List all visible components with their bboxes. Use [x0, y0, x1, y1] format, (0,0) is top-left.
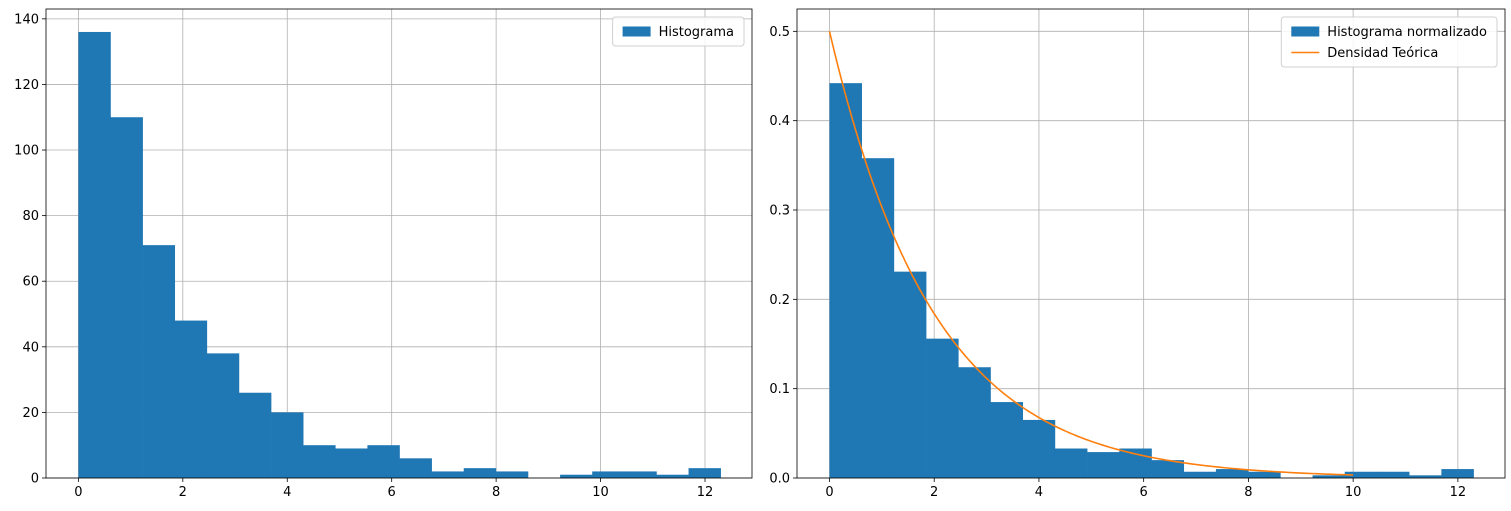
histogram-bar	[861, 158, 895, 478]
histogram-bar	[592, 471, 625, 478]
histogram-bar	[1409, 475, 1442, 478]
y-tick-label: 0.2	[769, 293, 790, 308]
x-tick-label: 10	[592, 485, 609, 500]
histogram-bar	[560, 474, 593, 478]
axes-frame	[796, 8, 1506, 479]
histogram-bar	[206, 353, 240, 478]
y-tick-label: 0.3	[769, 204, 790, 219]
histogram-bar	[303, 445, 336, 478]
histogram-bar	[174, 320, 208, 478]
histogram-bar	[431, 471, 465, 478]
histogram-bar	[990, 402, 1024, 478]
y-tick-label: 0.1	[769, 382, 790, 397]
histogram-bar	[271, 412, 304, 478]
legend-box	[1280, 16, 1498, 68]
y-tick-label: 0	[31, 472, 39, 487]
y-tick-label: 60	[22, 275, 39, 290]
ticks: 0 2 4 6 8 10 12 0.0 0.1 0.2 0.3 0.4 0.5	[769, 25, 1466, 500]
legend-label: Histograma	[659, 25, 734, 40]
x-tick-label: 8	[1244, 485, 1252, 500]
x-tick-label: 4	[283, 485, 291, 500]
axes-frame	[45, 8, 753, 479]
histogram-bar	[495, 471, 529, 478]
histogram-bar	[463, 468, 497, 478]
x-tick-label: 12	[1450, 485, 1467, 500]
normalized-histogram-chart: 0 2 4 6 8 10 12 0.0 0.1 0.2 0.3 0.4 0.5 Histograma n…	[769, 8, 1506, 500]
histogram-bar	[335, 448, 368, 478]
legend-bar-swatch	[1291, 26, 1320, 37]
histogram-bar	[1248, 471, 1281, 478]
x-tick-label: 4	[1035, 485, 1043, 500]
y-tick-label: 120	[14, 78, 39, 93]
x-tick-label: 10	[1345, 485, 1362, 500]
histogram-bar	[367, 445, 400, 478]
x-tick-label: 2	[179, 485, 187, 500]
y-tick-label: 100	[14, 144, 39, 159]
x-tick-label: 6	[1140, 485, 1148, 500]
histogram-bar	[110, 117, 143, 478]
histogram-bar	[238, 392, 272, 478]
y-tick-label: 80	[22, 209, 39, 224]
histogram-bar	[142, 245, 176, 478]
x-tick-label: 8	[492, 485, 500, 500]
histogram-bar	[1151, 460, 1185, 478]
histogram-bar	[688, 468, 721, 478]
legend-label: Histograma normalizado	[1327, 25, 1487, 40]
y-tick-label: 0.4	[769, 114, 790, 129]
histogram-bar	[1022, 419, 1056, 478]
x-tick-label: 6	[388, 485, 396, 500]
histogram-bar	[1119, 448, 1152, 478]
histogram-bar	[893, 271, 927, 478]
y-tick-label: 140	[14, 12, 39, 27]
x-tick-label: 0	[74, 485, 82, 500]
histogram-bar	[399, 458, 432, 478]
histogram-bar	[1312, 475, 1346, 478]
legend-box	[612, 16, 745, 47]
legend: Histograma	[612, 16, 745, 47]
y-tick-label: 0.5	[769, 25, 790, 40]
histogram-bar	[1087, 452, 1120, 478]
histogram-bar	[1054, 448, 1088, 478]
histogram-bar	[1441, 469, 1474, 478]
histogram-bar	[926, 338, 959, 478]
histogram-bar	[958, 367, 991, 478]
histogram-bar	[1215, 469, 1249, 478]
x-tick-label: 2	[930, 485, 938, 500]
y-tick-label: 40	[22, 340, 39, 355]
histogram-bar	[829, 83, 862, 479]
histogram-bar	[624, 471, 657, 478]
series-line-densidad-teorica	[828, 31, 1354, 476]
y-tick-label: 20	[22, 406, 39, 421]
histogram-bar	[1376, 471, 1410, 478]
y-tick-label: 0.0	[769, 472, 790, 487]
histogram-bar	[656, 474, 689, 478]
x-tick-label: 0	[825, 485, 833, 500]
histogram-bar	[1344, 471, 1378, 478]
legend-label: Densidad Teórica	[1327, 46, 1438, 61]
x-tick-label: 12	[697, 485, 714, 500]
legend-bar-swatch	[622, 26, 651, 37]
lines	[828, 31, 1354, 476]
histogram-bar	[78, 31, 111, 479]
histogram-bar	[1183, 471, 1217, 478]
bars	[829, 83, 1474, 479]
legend: Histograma normalizado Densidad Teórica	[1280, 16, 1498, 68]
bars	[78, 31, 721, 479]
